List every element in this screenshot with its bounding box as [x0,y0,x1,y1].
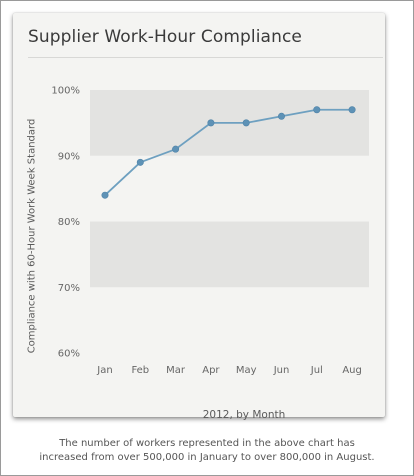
series-line [104,108,353,196]
data-point [207,119,215,127]
chart-plot: 60% 70% 80% 90% 100% Jan Feb Mar Apr May Jun Jul Aug [51,86,369,376]
data-point [136,158,144,166]
y-tick-label: 100% [51,86,80,97]
x-tick-label: Feb [131,365,149,376]
title-divider [28,57,383,58]
x-tick-label: Jan [96,365,112,376]
y-tick-label: 80% [58,217,80,228]
x-tick-label: May [236,365,257,376]
data-point [101,191,109,199]
chart-caption: The number of workers represented in the… [0,437,414,465]
x-axis-label: 2012, by Month [202,409,286,421]
caption-line-1: The number of workers represented in the… [59,438,355,449]
grid-band [90,221,369,288]
y-tick-label: 90% [58,151,80,162]
data-point [348,106,356,114]
caption-line-2: increased from over 500,000 in January t… [39,452,375,463]
data-point [242,119,250,127]
data-point [313,106,321,114]
x-tick-label: Apr [202,365,220,376]
chart-title: Supplier Work-Hour Compliance [28,27,302,47]
y-tick-label: 70% [58,283,80,294]
x-tick-label: Jul [310,365,323,376]
data-point [172,145,180,153]
x-tick-label: Mar [166,365,186,376]
data-point [277,112,285,120]
x-tick-label: Jun [273,365,290,376]
chart-card: Supplier Work-Hour Compliance Compliance… [13,13,385,421]
x-tick-label: Aug [342,365,362,376]
y-tick-label: 60% [58,349,80,360]
